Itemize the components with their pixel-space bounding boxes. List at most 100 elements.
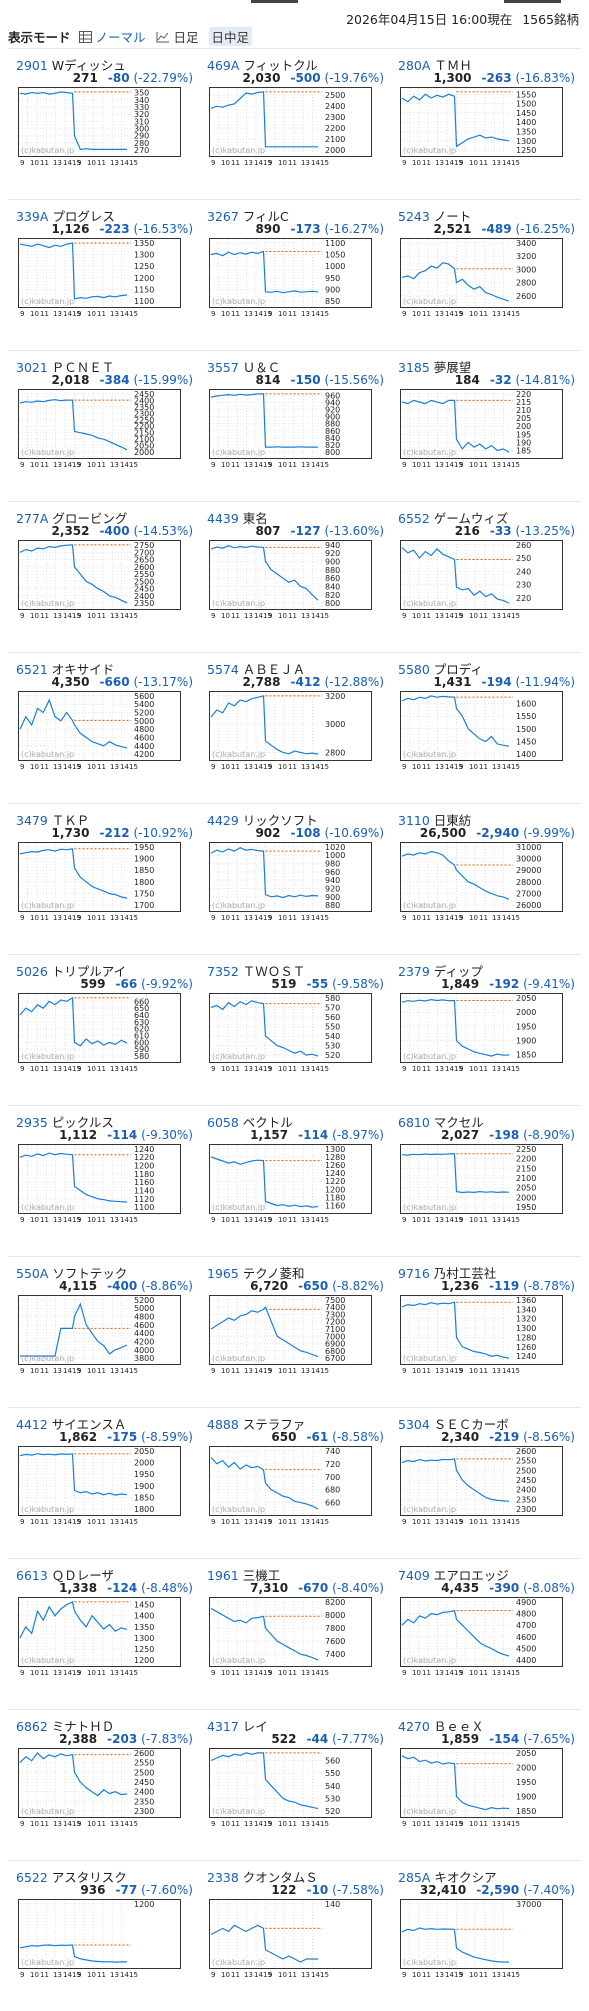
stock-name[interactable]: フィットクル [243, 58, 318, 73]
stock-link[interactable]: 5026 トリプルアイ [16, 961, 126, 980]
stock-link[interactable]: 1965 テクノ菱和 [207, 1263, 305, 1282]
stock-link[interactable]: 469A フィットクル [207, 55, 318, 74]
stock-code[interactable]: 6552 [398, 511, 430, 526]
stock-name[interactable]: Ｕ＆Ｃ [242, 360, 281, 375]
stock-code[interactable]: 469A [207, 58, 240, 73]
stock-link[interactable]: 7352 ＴＷＯＳＴ [207, 961, 305, 980]
stock-name[interactable]: キオクシア [434, 1870, 497, 1885]
stock-name[interactable]: クオンタムＳ [242, 1870, 318, 1885]
stock-name[interactable]: オキサイド [51, 662, 115, 677]
stock-name[interactable]: 夢展望 [433, 360, 472, 375]
stock-code[interactable]: 280A [398, 58, 431, 73]
stock-name[interactable]: エアロエッジ [433, 1568, 509, 1583]
stock-name[interactable]: アスタリスク [51, 1870, 127, 1885]
stock-link[interactable]: 4888 ステラファ [207, 1414, 305, 1433]
stock-link[interactable]: 5304 ＳＥＣカーボ [398, 1414, 509, 1433]
stock-name[interactable]: ベクトル [242, 1115, 293, 1130]
stock-link[interactable]: 285A キオクシア [398, 1867, 497, 1886]
stock-link[interactable]: 6058 ベクトル [207, 1112, 293, 1131]
stock-code[interactable]: 4439 [207, 511, 239, 526]
stock-code[interactable]: 5243 [398, 209, 430, 224]
stock-code[interactable]: 5574 [207, 662, 239, 677]
stock-link[interactable]: 5243 ノート [398, 206, 471, 225]
stock-name[interactable]: 三機工 [242, 1568, 281, 1583]
stock-link[interactable]: 6862 ミナトＨＤ [16, 1716, 114, 1735]
stock-code[interactable]: 9716 [398, 1266, 430, 1281]
stock-link[interactable]: 6810 マクセル [398, 1112, 484, 1131]
stock-link[interactable]: 6552 ゲームウィズ [398, 508, 508, 527]
stock-link[interactable]: 3557 Ｕ＆Ｃ [207, 357, 280, 376]
stock-link[interactable]: 3267 フィルC [207, 206, 289, 225]
stock-code[interactable]: 4317 [207, 1719, 239, 1734]
stock-code[interactable]: 6521 [16, 662, 48, 677]
mode-normal-button[interactable]: ノーマル [78, 27, 146, 46]
stock-link[interactable]: 277A グロービング [16, 508, 127, 527]
stock-name[interactable]: トリプルアイ [51, 964, 127, 979]
stock-link[interactable]: 4317 レイ [207, 1716, 268, 1735]
mode-intraday-button[interactable]: 日中足 [208, 27, 253, 46]
stock-code[interactable]: 6522 [16, 1870, 48, 1885]
stock-code[interactable]: 7352 [207, 964, 239, 979]
stock-code[interactable]: 2379 [398, 964, 430, 979]
stock-code[interactable]: 2338 [207, 1870, 239, 1885]
stock-name[interactable]: ノート [433, 209, 472, 224]
stock-name[interactable]: ＰＣＮＥＴ [51, 360, 115, 375]
stock-name[interactable]: ＱＤレーザ [51, 1568, 115, 1583]
stock-name[interactable]: レイ [242, 1719, 268, 1734]
stock-link[interactable]: 7409 エアロエッジ [398, 1565, 509, 1584]
stock-link[interactable]: 3185 夢展望 [398, 357, 471, 376]
stock-code[interactable]: 277A [16, 511, 49, 526]
stock-code[interactable]: 6862 [16, 1719, 48, 1734]
stock-link[interactable]: 6522 アスタリスク [16, 1867, 127, 1886]
stock-name[interactable]: ＢｅｅＸ [433, 1719, 484, 1734]
stock-code[interactable]: 339A [16, 209, 49, 224]
stock-name[interactable]: 東名 [242, 511, 268, 526]
stock-name[interactable]: ソフトテック [52, 1266, 128, 1281]
stock-link[interactable]: 2338 クオンタムＳ [207, 1867, 318, 1886]
stock-code[interactable]: 285A [398, 1870, 431, 1885]
intraday-chart[interactable]: 10201000980960940920900880(c)kabutan.jp9… [209, 842, 372, 924]
stock-link[interactable]: 2379 ディップ [398, 961, 483, 980]
stock-code[interactable]: 4429 [207, 813, 239, 828]
intraday-chart[interactable]: 140(c)kabutan.jp9 10 11 13 14 159 10 11 13 14 15 [209, 1899, 372, 1981]
intraday-chart[interactable]: 2450240023502300225022002150210020502000… [18, 389, 181, 471]
stock-link[interactable]: 339A プログレス [16, 206, 115, 225]
stock-link[interactable]: 4439 東名 [207, 508, 268, 527]
stock-code[interactable]: 3557 [207, 360, 239, 375]
stock-link[interactable]: 3021 ＰＣＮＥＴ [16, 357, 114, 376]
stock-link[interactable]: 1961 三機工 [207, 1565, 280, 1584]
stock-link[interactable]: 2901 Wディッシュ [16, 55, 126, 74]
stock-name[interactable]: ディップ [433, 964, 483, 979]
stock-name[interactable]: ＴＫＰ [51, 813, 90, 828]
mode-daily-button[interactable]: 日足 [156, 27, 199, 46]
stock-code[interactable]: 6058 [207, 1115, 239, 1130]
stock-name[interactable]: Wディッシュ [51, 58, 126, 73]
stock-name[interactable]: フィルC [242, 209, 289, 224]
stock-code[interactable]: 2901 [16, 58, 48, 73]
